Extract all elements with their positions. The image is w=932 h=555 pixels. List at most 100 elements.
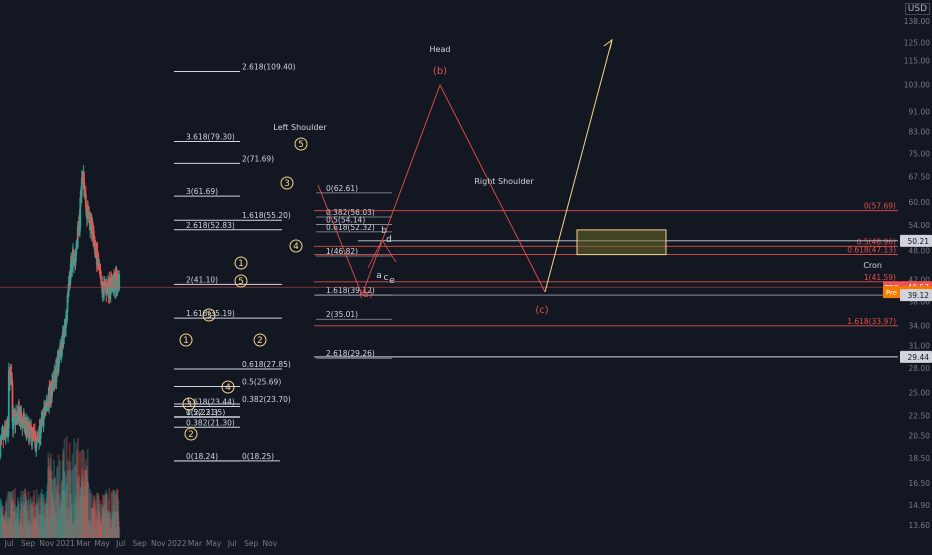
volume-bar [2,516,4,538]
volume-bar [72,525,75,538]
volume-bar [15,507,18,538]
volume-bar [37,494,40,538]
candle-body [39,432,42,439]
fib-level-label: 2.618(29.26) [326,349,375,358]
volume-bar [26,510,29,538]
volume-bar [35,502,37,538]
arrow-head-icon [603,38,613,50]
wave-count-marker [234,274,248,288]
volume-bar [68,517,70,538]
volume-bar [82,474,85,538]
volume-bar [76,482,79,538]
volume-bar [88,492,91,538]
candle-body [75,247,78,255]
candle-body [80,178,83,196]
volume-bar [56,465,59,538]
candle-body [64,328,67,337]
fib-level-label: 0.5(22.35) [186,408,225,417]
price-tick-label: 75.00 [909,150,931,159]
volume-bar [105,493,108,538]
fib-level-label: 0.5(48.96) [857,237,896,246]
volume-bar [43,497,46,538]
fib-level-label: 0.382(23.70) [242,395,291,404]
candle-body [8,370,11,372]
volume-bar [19,509,22,538]
volume-bar [83,450,85,538]
volume-bar [85,496,88,538]
volume-bar [41,501,44,538]
volume-bar [37,502,40,538]
candle-body [46,402,48,406]
volume-bar [6,495,9,538]
volume-bar [42,494,44,538]
volume-bar [1,514,4,538]
time-tick-label: 2022 [167,539,186,548]
volume-bar [20,503,23,538]
volume-bar [12,498,15,538]
volume-bar [12,489,15,538]
volume-bar [103,512,106,538]
volume-bar [80,486,82,538]
volume-bar [70,503,73,538]
price-tick-label: 18.50 [909,454,931,463]
candle-body [62,332,65,345]
volume-bar [57,454,60,538]
time-tick-label: Sep [21,539,35,548]
corrective-label: (c) [535,305,548,316]
volume-bar [3,514,6,538]
volume-bar [19,497,22,538]
volume-bar [67,508,70,538]
pattern-label: Head [430,45,451,54]
volume-bar [7,522,9,538]
volume-bar [111,492,114,538]
volume-bar [91,508,93,538]
volume-bar [96,492,99,538]
fib-level-label: 0.5(54.14) [326,215,365,224]
volume-bar [92,495,95,538]
volume-bar [53,459,55,538]
candle-body [0,441,2,457]
volume-bar [28,523,31,538]
wave-count-marker [289,239,303,253]
volume-bar [114,511,117,538]
volume-bar [2,505,5,538]
volume-bar [84,469,86,538]
volume-bar [55,485,58,538]
volume-bar [102,506,105,538]
volume-bar [89,507,92,538]
volume-bar [78,451,81,538]
price-tag-badge [883,286,900,299]
volume-bar [52,502,55,538]
wave-count-label: 5 [238,277,244,287]
candle-body [106,283,108,294]
volume-bar [74,519,77,538]
volume-bar [66,482,69,538]
subwave-label: d [386,235,392,245]
volume-bar [116,510,119,538]
volume-bar [106,510,109,538]
candle-body [55,364,58,383]
indicator-label: Cron [863,261,882,270]
volume-bar [25,523,28,538]
fib-level-label: 0.382(56.03) [326,208,375,217]
volume-bar [50,453,52,538]
volume-bar [88,519,91,538]
fib-level-label: 1(46.82) [326,247,358,256]
volume-bar [53,509,56,538]
candle-body [20,413,23,421]
volume-bar [22,493,25,538]
volume-bar [22,491,25,538]
volume-bar [83,485,86,538]
candle-body [10,372,13,381]
volume-bar [104,503,107,538]
subwave-label: b [381,226,387,236]
wave-count-marker [182,397,196,411]
candle-body [14,416,17,426]
volume-bar [54,514,57,538]
volume-bar [81,480,84,538]
volume-bar [99,519,102,538]
volume-bar [0,507,3,538]
volume-bar [110,527,113,538]
